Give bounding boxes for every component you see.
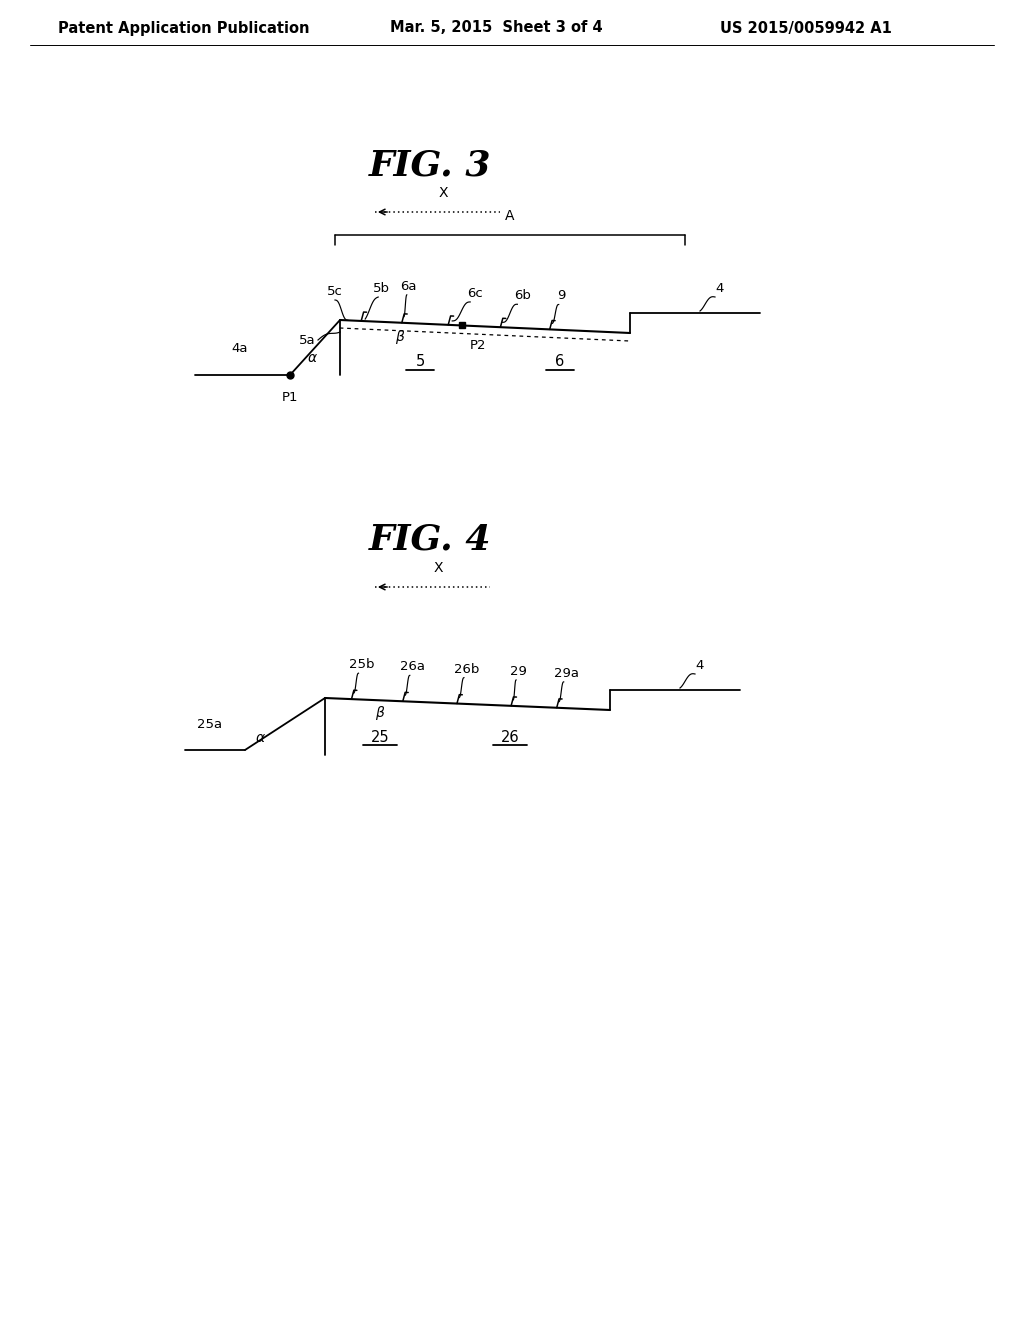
Text: 5b: 5b	[373, 282, 390, 296]
Text: 4a: 4a	[231, 342, 248, 355]
Text: Mar. 5, 2015  Sheet 3 of 4: Mar. 5, 2015 Sheet 3 of 4	[390, 21, 603, 36]
Text: 26a: 26a	[400, 660, 425, 673]
Text: P2: P2	[470, 339, 486, 352]
Text: $\alpha$: $\alpha$	[306, 351, 317, 366]
Text: P1: P1	[282, 391, 298, 404]
Text: 25: 25	[371, 730, 389, 744]
Text: 25b: 25b	[349, 659, 374, 671]
Text: X: X	[433, 561, 442, 576]
Text: FIG. 4: FIG. 4	[369, 523, 492, 557]
Text: 6b: 6b	[514, 289, 530, 302]
Text: 29: 29	[510, 665, 526, 678]
Text: 9: 9	[557, 289, 566, 302]
Text: $\alpha$: $\alpha$	[255, 731, 265, 744]
Text: Patent Application Publication: Patent Application Publication	[58, 21, 309, 36]
Text: 5a: 5a	[299, 334, 316, 346]
Text: 5: 5	[416, 355, 425, 370]
Text: FIG. 3: FIG. 3	[369, 148, 492, 182]
Text: 6a: 6a	[400, 280, 417, 293]
Text: US 2015/0059942 A1: US 2015/0059942 A1	[720, 21, 892, 36]
Text: 4: 4	[696, 659, 705, 672]
Text: 6c: 6c	[467, 286, 483, 300]
Text: 26b: 26b	[455, 663, 479, 676]
Text: 5c: 5c	[327, 285, 343, 298]
Text: 29a: 29a	[554, 667, 580, 680]
Text: 4: 4	[716, 282, 724, 294]
Text: A: A	[505, 209, 515, 223]
Text: X: X	[438, 186, 447, 201]
Text: $\beta$: $\beta$	[395, 327, 406, 346]
Text: $\beta$: $\beta$	[375, 704, 385, 722]
Text: 26: 26	[501, 730, 519, 744]
Text: 6: 6	[555, 355, 564, 370]
Text: 25a: 25a	[198, 718, 222, 730]
